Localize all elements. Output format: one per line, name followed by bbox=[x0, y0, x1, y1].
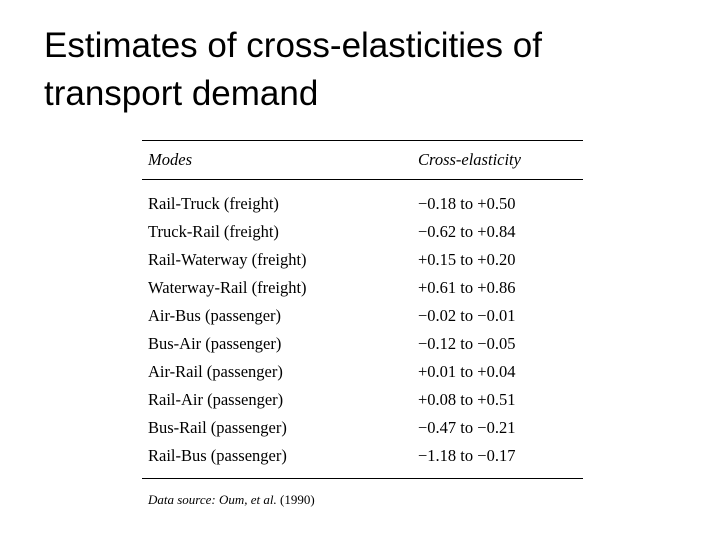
source-label: Data source: bbox=[148, 492, 216, 507]
row-value: −0.12 to −0.05 bbox=[418, 334, 516, 353]
row-mode: Bus-Air (passenger) bbox=[148, 334, 282, 353]
table-row: Air-Rail (passenger) +0.01 to +0.04 bbox=[142, 358, 583, 386]
table-row: Waterway-Rail (freight) +0.61 to +0.86 bbox=[142, 274, 583, 302]
row-mode: Rail-Truck (freight) bbox=[148, 194, 279, 213]
row-value: −0.18 to +0.50 bbox=[418, 194, 516, 213]
row-mode: Rail-Bus (passenger) bbox=[148, 446, 287, 465]
table-top-rule bbox=[142, 140, 583, 141]
table-row: Truck-Rail (freight) −0.62 to +0.84 bbox=[142, 218, 583, 246]
table-row: Bus-Air (passenger) −0.12 to −0.05 bbox=[142, 330, 583, 358]
table-row: Rail-Waterway (freight) +0.15 to +0.20 bbox=[142, 246, 583, 274]
header-modes: Modes bbox=[148, 150, 192, 169]
table-bottom-rule bbox=[142, 478, 583, 479]
row-value: +0.61 to +0.86 bbox=[418, 278, 516, 297]
elasticity-table: Modes Cross-elasticity Rail-Truck (freig… bbox=[142, 140, 583, 479]
table-body: Rail-Truck (freight) −0.18 to +0.50 Truc… bbox=[142, 180, 583, 478]
source-authors: Oum, et al. bbox=[219, 492, 277, 507]
table-row: Rail-Bus (passenger) −1.18 to −0.17 bbox=[142, 442, 583, 470]
header-cross-elasticity: Cross-elasticity bbox=[418, 150, 521, 169]
table-row: Rail-Truck (freight) −0.18 to +0.50 bbox=[142, 190, 583, 218]
row-value: −0.02 to −0.01 bbox=[418, 306, 516, 325]
row-mode: Truck-Rail (freight) bbox=[148, 222, 279, 241]
row-value: −1.18 to −0.17 bbox=[418, 446, 516, 465]
row-value: +0.15 to +0.20 bbox=[418, 250, 516, 269]
row-value: +0.01 to +0.04 bbox=[418, 362, 516, 381]
row-mode: Rail-Air (passenger) bbox=[148, 390, 284, 409]
row-mode: Air-Bus (passenger) bbox=[148, 306, 282, 325]
table-row: Rail-Air (passenger) +0.08 to +0.51 bbox=[142, 386, 583, 414]
table-row: Air-Bus (passenger) −0.02 to −0.01 bbox=[142, 302, 583, 330]
row-value: +0.08 to +0.51 bbox=[418, 390, 516, 409]
data-source-note: Data source: Oum, et al. (1990) bbox=[148, 492, 315, 508]
row-value: −0.47 to −0.21 bbox=[418, 418, 516, 437]
table-row: Bus-Rail (passenger) −0.47 to −0.21 bbox=[142, 414, 583, 442]
row-mode: Waterway-Rail (freight) bbox=[148, 278, 307, 297]
slide-title: Estimates of cross-elasticities of trans… bbox=[44, 26, 542, 113]
row-value: −0.62 to +0.84 bbox=[418, 222, 516, 241]
row-mode: Bus-Rail (passenger) bbox=[148, 418, 287, 437]
table-header-rule bbox=[142, 179, 583, 180]
table-header-row: Modes Cross-elasticity bbox=[142, 141, 583, 179]
row-mode: Air-Rail (passenger) bbox=[148, 362, 283, 381]
row-mode: Rail-Waterway (freight) bbox=[148, 250, 307, 269]
source-year: (1990) bbox=[280, 492, 315, 507]
